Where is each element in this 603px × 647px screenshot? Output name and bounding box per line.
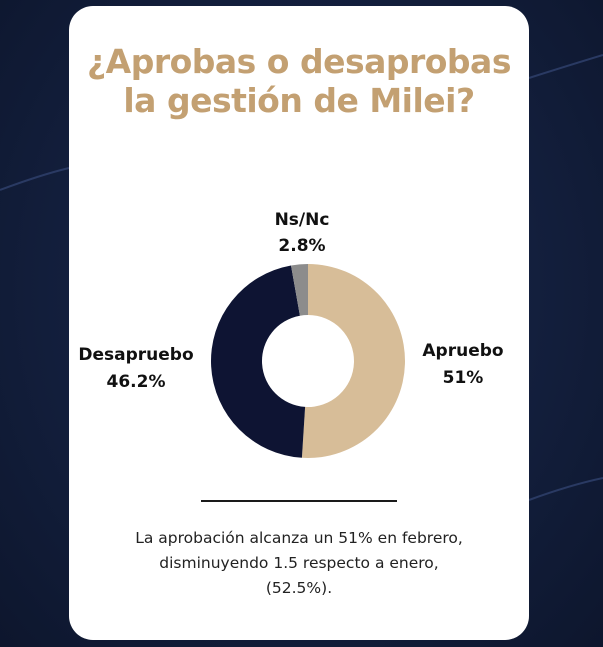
value-desapruebo: 46.2% [107, 372, 166, 392]
note-line-3: (52.5%). [265, 579, 333, 597]
divider [201, 500, 397, 502]
donut-slices [211, 264, 406, 458]
summary-note: La aprobación alcanza un 51% en febrero,… [89, 526, 509, 601]
poll-card: ¿Aprobas o desaprobas la gestión de Mile… [69, 6, 529, 640]
note-line-2: disminuyendo 1.5 respecto a enero, [159, 554, 439, 572]
label-desapruebo: Desapruebo [78, 345, 193, 365]
note-line-1: La aprobación alcanza un 51% en febrero, [135, 529, 463, 547]
poll-title: ¿Aprobas o desaprobas la gestión de Mile… [87, 42, 511, 120]
slice-apruebo [301, 264, 406, 458]
slice-desapruebo [211, 265, 306, 458]
donut-chart: Ns/Nc 2.8% Desapruebo 46.2% Apruebo 51% [78, 210, 504, 458]
label-apruebo: Apruebo [422, 341, 503, 361]
slice-ns-nc [291, 264, 308, 316]
value-nsnc: 2.8% [278, 236, 325, 256]
label-nsnc: Ns/Nc [275, 210, 330, 230]
value-apruebo: 51% [443, 368, 484, 388]
